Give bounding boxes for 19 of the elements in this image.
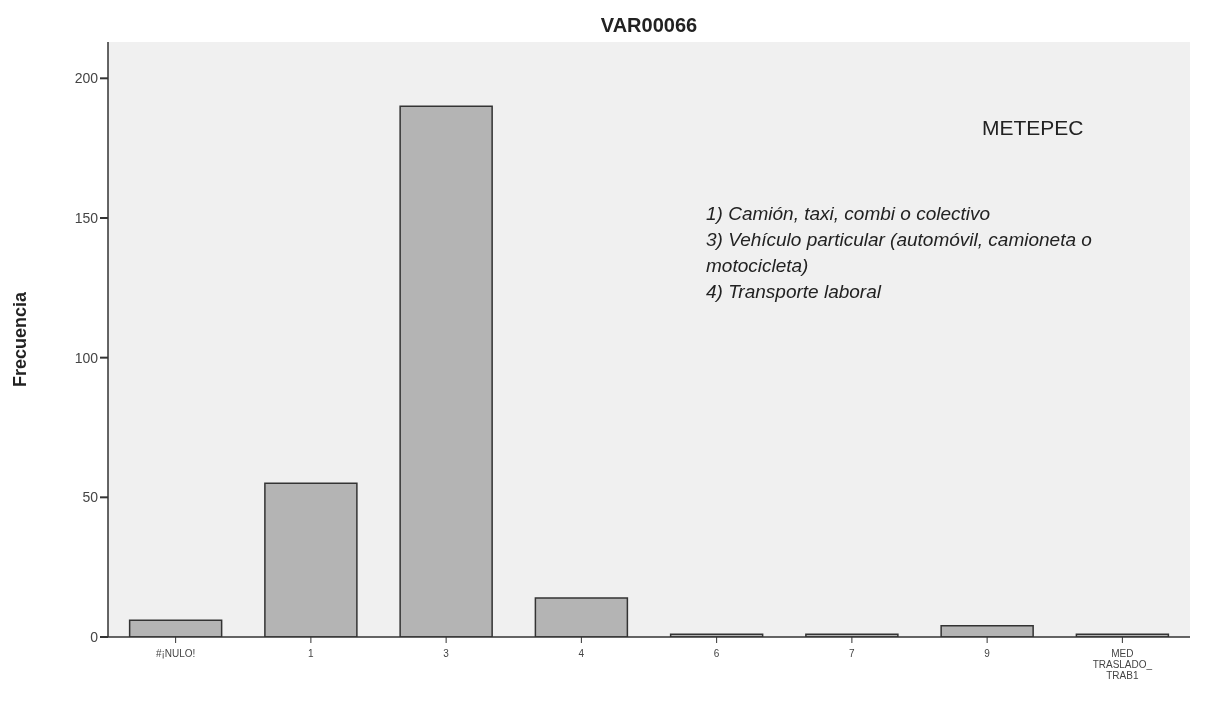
x-tick-label: 4: [578, 648, 585, 659]
x-tick-label: 7: [849, 648, 856, 659]
y-tick-label: 200: [74, 70, 99, 87]
y-tick-label: 150: [74, 209, 99, 226]
y-tick-label: 0: [90, 628, 99, 645]
x-tick-label: 9: [984, 648, 991, 659]
x-tick-label: 1: [308, 648, 315, 659]
chart-title: VAR00066: [599, 14, 699, 37]
annotation: 4) Transporte laboral: [706, 280, 883, 304]
y-tick-label: 50: [82, 489, 99, 506]
annotation: 1) Camión, taxi, combi o colectivo: [706, 202, 992, 226]
x-tick-label: #¡NULO!: [155, 648, 196, 659]
annotation: METEPEC: [982, 116, 1084, 140]
x-tick-label: 6: [713, 648, 720, 659]
annotation: 3) Vehículo particular (automóvil, camioneta o motocicleta): [706, 228, 1093, 278]
y-tick-label: 100: [74, 349, 99, 366]
x-tick-label: MED TRASLADO_TRAB1: [1092, 648, 1153, 681]
x-tick-label: 3: [443, 648, 450, 659]
y-axis-title: Frecuencia: [10, 290, 31, 388]
